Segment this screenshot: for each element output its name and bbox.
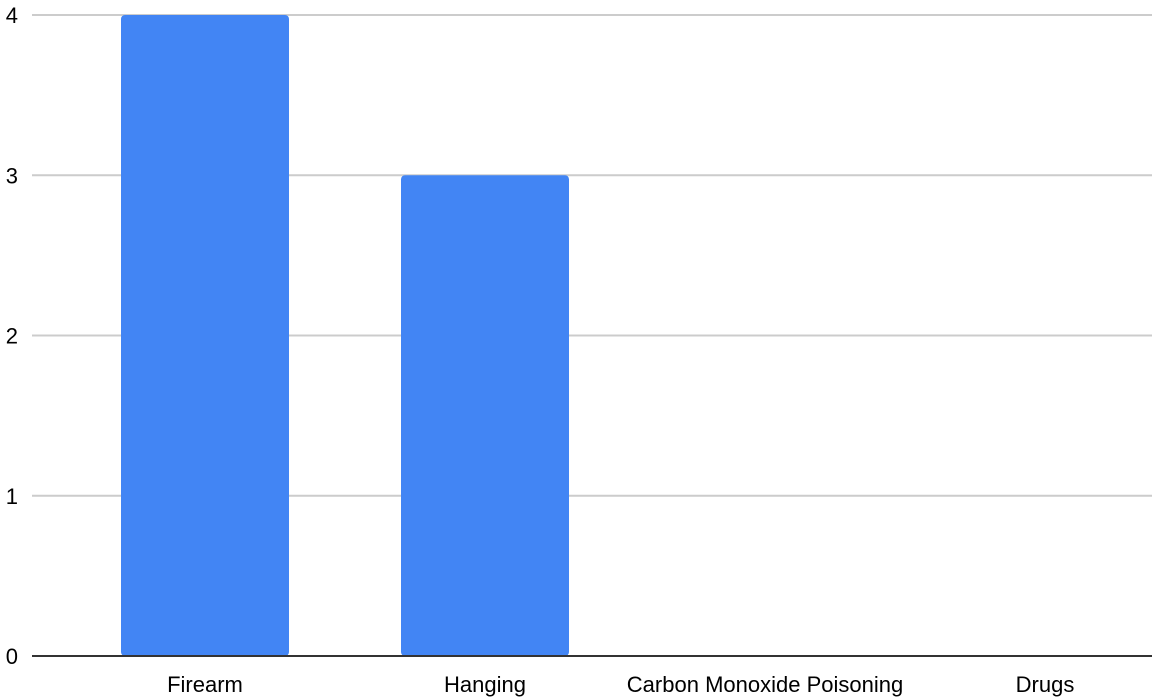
x-tick-label: Carbon Monoxide Poisoning [627, 672, 903, 697]
y-axis-tick-labels: 0 1 2 3 4 [6, 3, 18, 669]
y-tick-label: 0 [6, 644, 18, 669]
y-tick-label: 4 [6, 3, 18, 28]
bars [121, 15, 1129, 656]
x-axis-tick-labels: Firearm Hanging Carbon Monoxide Poisoning D… [167, 672, 1074, 697]
bar-firearm [121, 15, 289, 656]
y-tick-label: 1 [6, 484, 18, 509]
x-tick-label: Firearm [167, 672, 243, 697]
x-tick-label: Drugs [1016, 672, 1075, 697]
x-tick-label: Hanging [444, 672, 526, 697]
bar-hanging [401, 175, 569, 656]
y-tick-label: 3 [6, 163, 18, 188]
y-tick-label: 2 [6, 324, 18, 349]
